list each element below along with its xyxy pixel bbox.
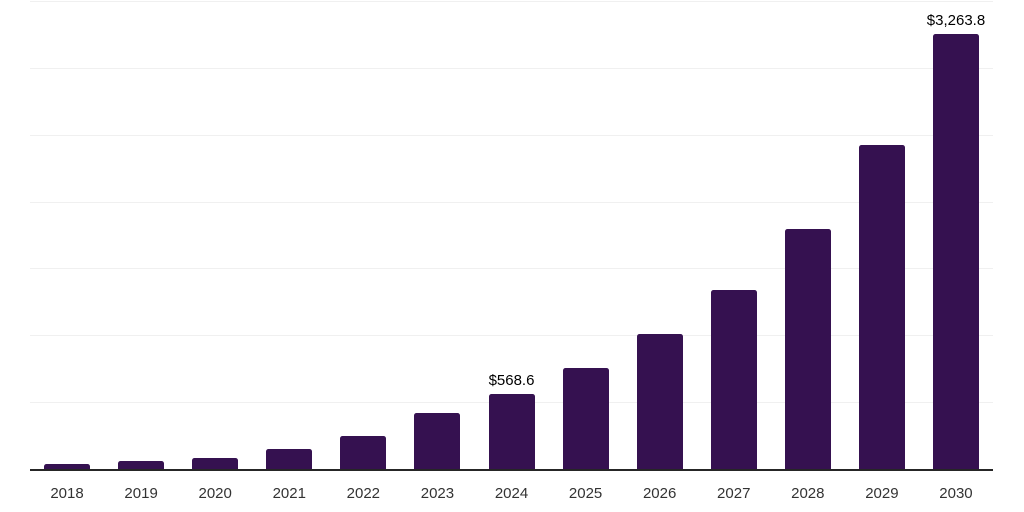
- x-tick-2022: 2022: [346, 485, 381, 502]
- x-tick-2028: 2028: [791, 485, 825, 502]
- bar-2026: [636, 334, 683, 470]
- bar-column-2023: [400, 412, 474, 470]
- x-tick-2026: 2026: [642, 485, 677, 502]
- bar-2029: [858, 145, 905, 470]
- x-axis-labels: 2018 2019 2020 2021 2022 2023 2024 2025 2026 2027…: [30, 485, 993, 502]
- bar-2025: [562, 368, 609, 470]
- bar-2022: [340, 435, 387, 470]
- gridline-2000: [30, 201, 993, 203]
- x-tick-2025: 2025: [568, 485, 603, 502]
- x-tick-2018: 2018: [50, 485, 84, 502]
- bar-2019: [118, 461, 165, 470]
- bar-column-2021: [252, 449, 326, 470]
- bar-column-2019: [104, 461, 178, 470]
- bar-2023: [414, 412, 461, 470]
- bar-column-2024: $568.6: [474, 372, 548, 470]
- bar-2020: [192, 457, 239, 470]
- value-label-2030: $3,263.8: [926, 11, 986, 29]
- x-axis-line: [30, 469, 993, 471]
- value-label-2024: $568.6: [488, 371, 535, 389]
- gridline-1500: [30, 268, 993, 270]
- bar-2030: [932, 33, 979, 470]
- bar-series: $568.6 $3,263.8: [30, 2, 993, 470]
- x-tick-2021: 2021: [272, 485, 306, 502]
- bar-column-2020: [178, 457, 252, 470]
- bar-column-2022: [326, 435, 400, 470]
- x-tick-2029: 2029: [865, 485, 899, 502]
- gridline-3500: [30, 1, 993, 2]
- x-tick-2027: 2027: [717, 485, 751, 502]
- bar-2021: [266, 449, 313, 470]
- bar-2028: [784, 228, 831, 470]
- bar-column-2029: [845, 145, 919, 470]
- gridline-1000: [30, 335, 993, 337]
- bar-column-2025: [549, 368, 623, 470]
- x-tick-2024: 2024: [494, 485, 529, 502]
- plot-area: $568.6 $3,263.8: [30, 1, 993, 471]
- bar-2027: [710, 289, 757, 470]
- gridline-2500: [30, 134, 993, 136]
- x-tick-2023: 2023: [420, 485, 455, 502]
- bar-2024: [488, 393, 535, 470]
- gridline-3000: [30, 67, 993, 69]
- x-tick-2030: 2030: [939, 485, 973, 502]
- bar-2018: [44, 463, 91, 470]
- x-tick-2020: 2020: [198, 485, 232, 502]
- bar-column-2026: [623, 334, 697, 470]
- bar-column-2030: $3,263.8: [919, 12, 993, 470]
- x-tick-2019: 2019: [124, 485, 158, 502]
- bar-column-2028: [771, 228, 845, 470]
- bar-column-2018: [30, 463, 104, 470]
- bar-column-2027: [697, 289, 771, 470]
